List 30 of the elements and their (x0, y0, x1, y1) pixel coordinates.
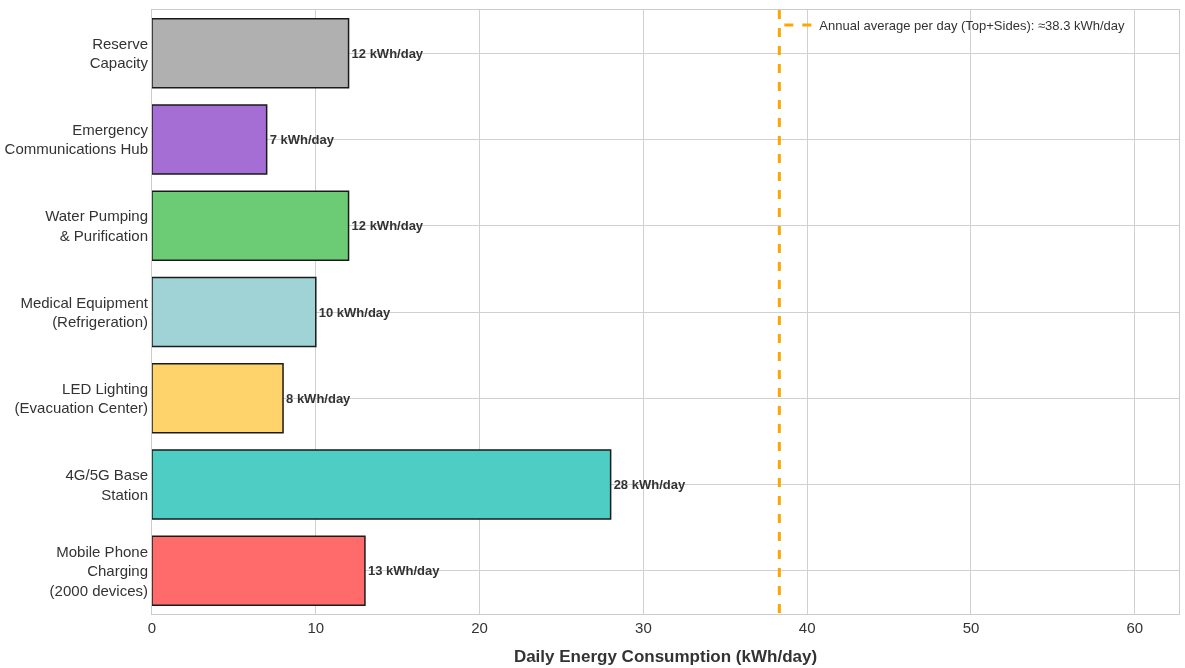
x-tick-label: 30 (635, 619, 652, 636)
bar (152, 190, 350, 261)
data-label: 12 kWh/day (351, 45, 424, 61)
y-tick-label: Medical Equipment (Refrigeration) (20, 293, 149, 330)
data-label: 8 kWh/day (286, 390, 352, 406)
y-tick-label: Reserve Capacity (89, 34, 149, 72)
y-tick-label: LED Lighting (Evacuation Center) (14, 379, 148, 417)
y-tick-label: 4G/5G Base Station (65, 466, 148, 503)
bar (152, 449, 612, 520)
data-label: 28 kWh/day (613, 477, 686, 493)
x-tick-label: 40 (798, 619, 816, 636)
data-label: 13 kWh/day (367, 563, 441, 579)
bar (152, 363, 284, 434)
x-tick-label: 60 (1126, 619, 1144, 636)
bar (152, 276, 317, 348)
y-tick-label: Emergency Communications Hub (4, 120, 149, 158)
x-tick-label: 20 (471, 619, 488, 636)
bar (152, 104, 268, 175)
x-tick-label: 10 (307, 619, 325, 636)
data-label: 7 kWh/day (269, 131, 335, 147)
x-tick-label: 0 (147, 619, 157, 636)
ref-line-label: Annual average per day (Top+Sides): ≈38.3 kWh/day (819, 18, 1126, 34)
y-tick-label: Water Pumping & Purification (45, 207, 148, 244)
x-tick-label: 50 (962, 619, 980, 636)
x-axis-title: Daily Energy Consumption (kWh/day) (513, 647, 818, 667)
data-label: 12 kWh/day (351, 218, 424, 234)
data-label: 10 kWh/day (318, 304, 392, 320)
y-tick-label: Mobile Phone Charging (2000 devices) (49, 542, 148, 599)
bar (152, 17, 350, 89)
bar (152, 535, 366, 607)
